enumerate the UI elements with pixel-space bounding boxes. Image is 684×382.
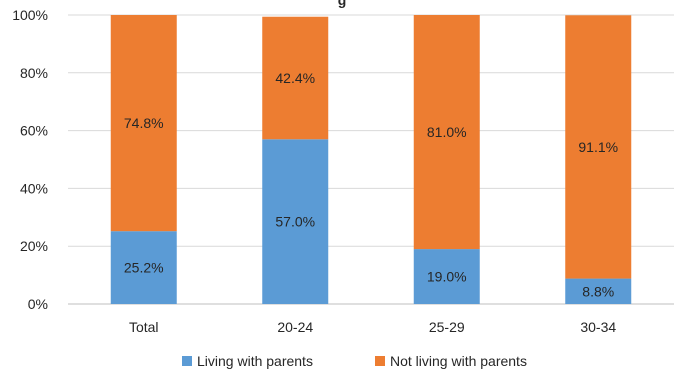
data-label: 81.0%	[427, 124, 467, 140]
data-label: 74.8%	[124, 115, 164, 131]
chart-title: g	[338, 0, 347, 8]
bar-not-living-25-29	[413, 15, 480, 250]
data-label: 91.1%	[578, 139, 618, 155]
x-tick-label: 20-24	[277, 319, 313, 335]
y-tick-label: 60%	[20, 123, 48, 139]
data-label: 19.0%	[427, 269, 467, 285]
x-tick-label: 25-29	[429, 319, 465, 335]
bar-not-living-20-24	[262, 16, 329, 140]
x-tick-label: Total	[129, 319, 159, 335]
data-label: 8.8%	[582, 283, 614, 299]
y-tick-label: 80%	[20, 65, 48, 81]
y-tick-label: 100%	[12, 7, 48, 23]
bar-living-Total	[110, 231, 177, 304]
data-labels: 25.2% 74.8% 57.0% 42.4% 19.0% 81.0% 8.8% 91.1%	[124, 70, 618, 299]
legend-label: Living with parents	[197, 353, 313, 369]
bar-not-living-30-34	[565, 15, 632, 279]
bar-not-living-Total	[110, 15, 177, 232]
data-label: 25.2%	[124, 260, 164, 276]
data-label: 57.0%	[275, 214, 315, 230]
y-tick-label: 40%	[20, 180, 48, 196]
bar-living-25-29	[413, 249, 480, 304]
y-tick-label: 0%	[28, 296, 48, 312]
x-tick-label: 30-34	[580, 319, 616, 335]
legend-swatch	[182, 356, 192, 366]
legend-swatch	[375, 356, 385, 366]
axes: 0% 20% 40% 60% 80% 100% Total 20-24 25-29 30-34 g	[12, 0, 616, 335]
bars	[110, 15, 632, 304]
bar-living-20-24	[262, 139, 329, 304]
bar-living-30-34	[565, 278, 632, 304]
legend-label: Not living with parents	[390, 353, 527, 369]
y-tick-label: 20%	[20, 238, 48, 254]
data-label: 42.4%	[275, 70, 315, 86]
legend: Living with parents Not living with paren…	[182, 353, 527, 369]
